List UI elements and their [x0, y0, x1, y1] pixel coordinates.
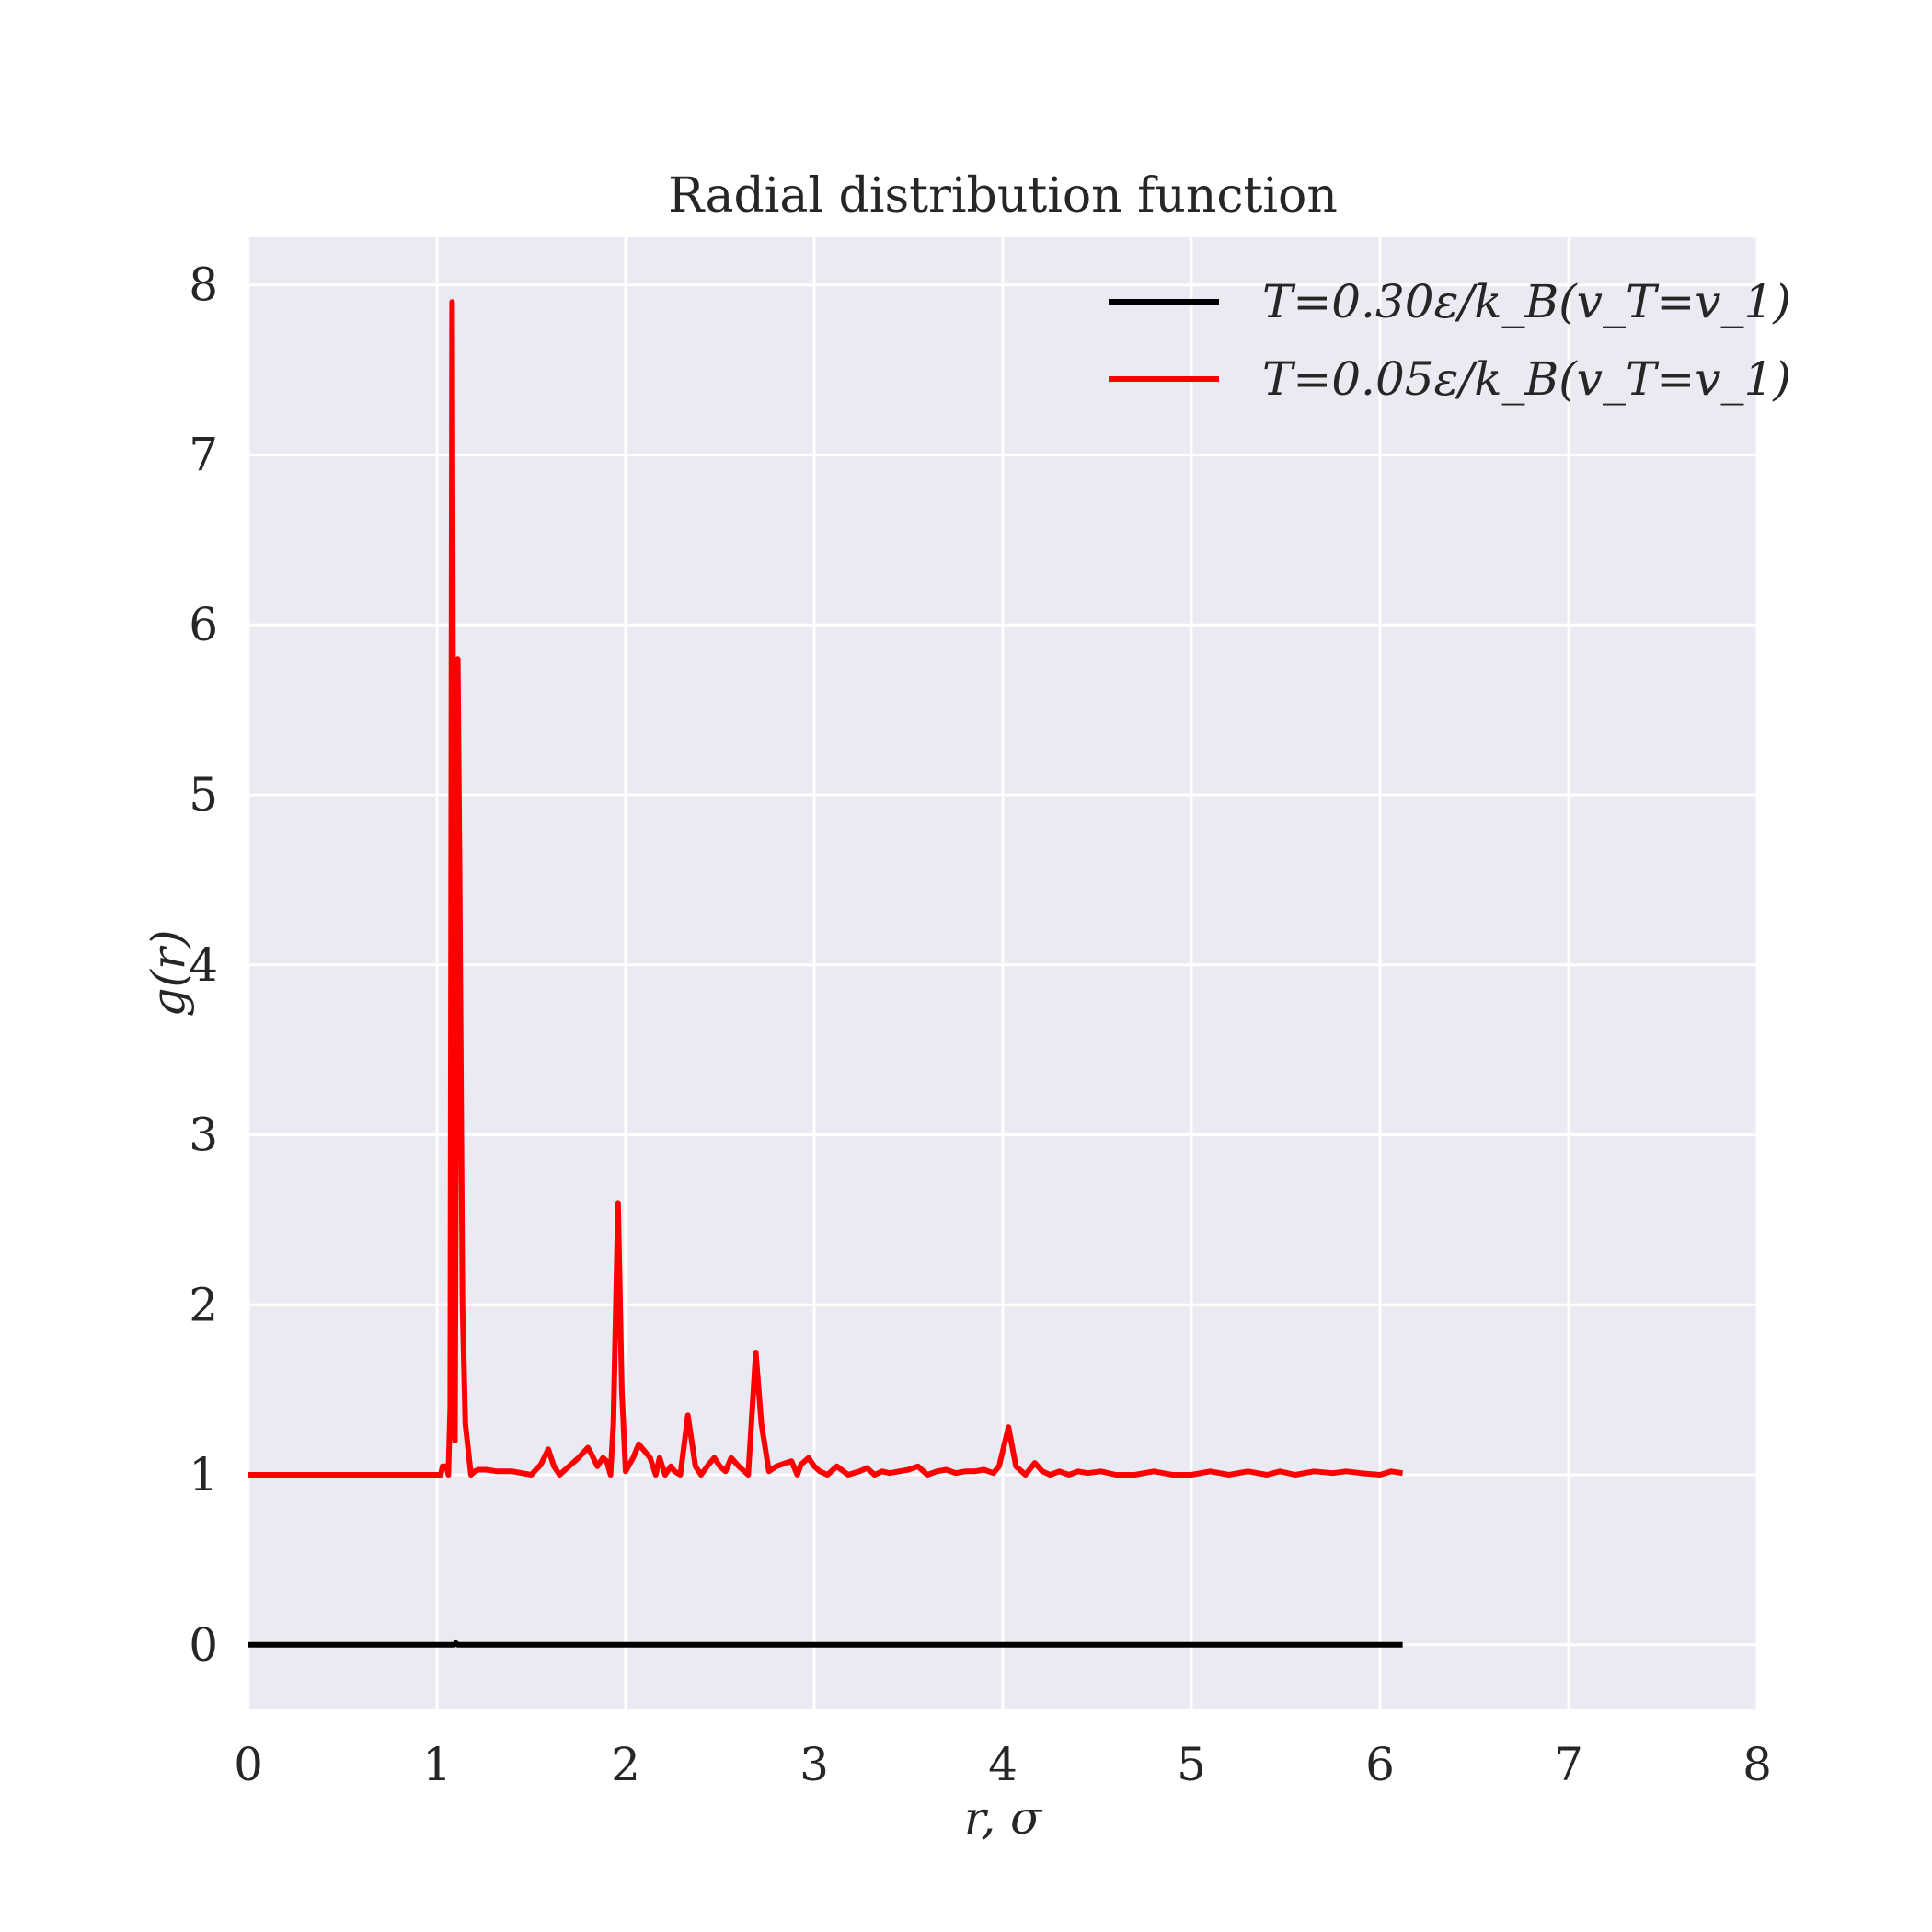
- x-axis-label: r, σ: [964, 1791, 1043, 1845]
- legend-label-1: T=0.05ε/k_B(v_T=v_1): [1262, 352, 1791, 406]
- x-tick-label: 7: [1554, 1738, 1583, 1791]
- y-tick-label: 1: [189, 1448, 218, 1501]
- legend: T=0.30ε/k_B(v_T=v_1) T=0.05ε/k_B(v_T=v_1): [1109, 275, 1791, 406]
- x-tick-label: 2: [611, 1738, 640, 1791]
- y-tick-label: 3: [189, 1109, 218, 1162]
- x-tick-label: 3: [799, 1738, 829, 1791]
- x-tick-label: 1: [422, 1738, 452, 1791]
- legend-label-0: T=0.30ε/k_B(v_T=v_1): [1262, 275, 1791, 328]
- y-tick-label: 7: [189, 428, 218, 481]
- x-tick-labels: 0 1 2 3 4 5 6 7 8: [234, 1738, 1772, 1791]
- series-line-1: [248, 299, 1404, 1478]
- x-tick-label: 8: [1742, 1738, 1772, 1791]
- chart-title: Radial distribution function: [668, 168, 1338, 224]
- x-tick-label: 5: [1177, 1738, 1206, 1791]
- y-tick-labels: 0 1 2 3 4 5 6 7 8: [189, 259, 218, 1672]
- y-axis-label: g(r): [142, 930, 195, 1018]
- y-tick-label: 2: [189, 1278, 218, 1331]
- x-tick-label: 4: [988, 1738, 1018, 1791]
- series-layer: [248, 299, 1404, 1648]
- y-tick-label: 4: [189, 938, 218, 992]
- y-tick-label: 5: [189, 768, 218, 822]
- series-line-0: [248, 1639, 1403, 1648]
- y-tick-label: 8: [189, 259, 218, 312]
- x-tick-label: 6: [1365, 1738, 1395, 1791]
- x-tick-label: 0: [234, 1738, 263, 1791]
- y-tick-label: 6: [189, 598, 218, 651]
- y-tick-label: 0: [189, 1618, 218, 1672]
